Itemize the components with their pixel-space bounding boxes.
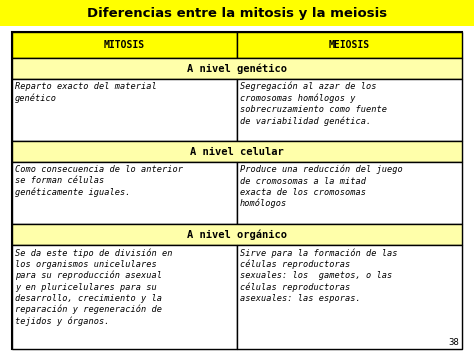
Text: MEIOSIS: MEIOSIS [329, 40, 370, 50]
Text: Segregación al azar de los
cromosomas homólogos y
sobrecruzamiento como fuente
d: Segregación al azar de los cromosomas ho… [240, 82, 387, 126]
Text: A nivel orgánico: A nivel orgánico [187, 229, 287, 240]
Text: Sirve para la formación de las
células reproductoras
sexuales: los  gametos, o l: Sirve para la formación de las células r… [240, 248, 398, 303]
Text: MITOSIS: MITOSIS [104, 40, 145, 50]
Bar [12, 79, 237, 141]
Text: Reparto exacto del material
genético: Reparto exacto del material genético [15, 82, 157, 103]
Bar [12, 141, 462, 162]
Bar [237, 245, 462, 349]
Text: A nivel genético: A nivel genético [187, 63, 287, 73]
Bar [12, 162, 237, 224]
Bar [12, 58, 462, 79]
Bar [237, 32, 462, 58]
Text: Se da este tipo de división en
los organismos unicelulares
para su reproducción : Se da este tipo de división en los organ… [15, 248, 173, 326]
Text: 38: 38 [448, 338, 459, 347]
Bar [12, 32, 237, 58]
Text: Produce una reducción del juego
de cromosomas a la mitad
exacta de los cromosoma: Produce una reducción del juego de cromo… [240, 165, 403, 208]
Bar [12, 32, 462, 349]
Bar [12, 224, 462, 245]
Text: A nivel celular: A nivel celular [190, 147, 284, 157]
Text: Como consecuencia de lo anterior
se forman células
genéticamente iguales.: Como consecuencia de lo anterior se form… [15, 165, 183, 197]
Text: Diferencias entre la mitosis y la meiosis: Diferencias entre la mitosis y la meiosi… [87, 6, 387, 20]
Bar [0, 0, 474, 26]
Bar [237, 79, 462, 141]
Bar [237, 162, 462, 224]
Bar [12, 245, 237, 349]
